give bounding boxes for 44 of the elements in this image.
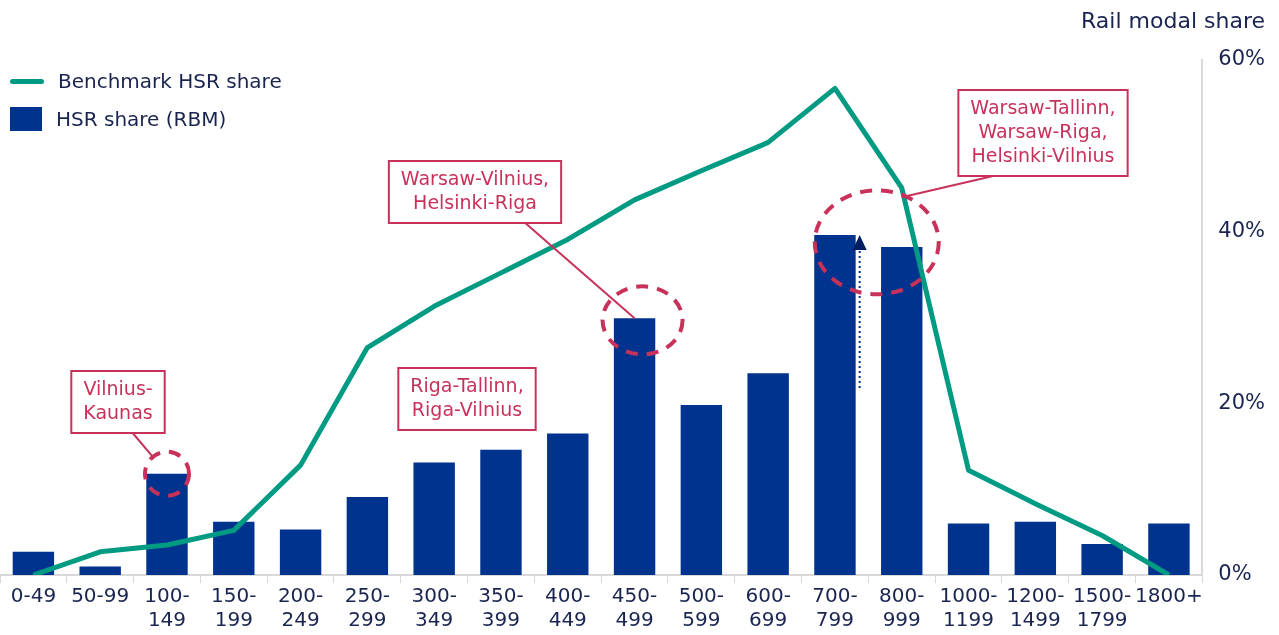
x-tick-label: 450-499	[611, 583, 658, 632]
x-tick-label: 0-49	[10, 583, 57, 608]
bar	[814, 235, 856, 575]
bar	[1014, 521, 1057, 575]
y-tick-label: 20%	[1218, 389, 1266, 414]
annotation: Warsaw-Tallinn, Warsaw-Riga, Helsinki-Vilnius	[970, 95, 1116, 166]
x-tick-label: 150-199	[211, 583, 257, 632]
x-tick-label: 400-449	[545, 583, 591, 632]
annotation: Vilnius-Kaunas	[83, 376, 153, 423]
bar	[1081, 544, 1123, 575]
bar	[279, 529, 322, 575]
y-tick-label: 0%	[1218, 561, 1252, 586]
x-tick-label: 200-249	[277, 583, 324, 632]
x-tick-label: 1000-1199	[939, 583, 998, 632]
x-tick-label: 1200-1499	[1006, 583, 1065, 632]
y-tick-label: 60%	[1218, 46, 1266, 71]
bar	[1148, 523, 1190, 575]
bar	[346, 496, 389, 575]
bar	[79, 566, 121, 575]
x-tick-label: 1500-1799	[1073, 583, 1132, 632]
x-tick-label: 1800+	[1135, 583, 1203, 608]
legend-label: HSR share (RBM)	[56, 107, 227, 131]
x-tick-label: 100-149	[144, 583, 190, 632]
legend-label: Benchmark HSR share	[58, 69, 282, 93]
bar	[480, 449, 522, 575]
bar	[680, 405, 723, 575]
bar	[213, 521, 255, 575]
bar	[547, 433, 589, 575]
bar	[947, 523, 990, 575]
y-axis-title: Rail modal share	[1081, 8, 1265, 33]
x-tick-label: 250-299	[344, 583, 391, 632]
x-tick-label: 500-599	[678, 583, 725, 632]
x-tick-label: 700-799	[812, 583, 858, 632]
bar	[413, 462, 455, 575]
x-tick-label: 300-349	[411, 583, 457, 632]
y-tick-label: 40%	[1218, 218, 1266, 243]
annotation: Warsaw-Vilnius, Helsinki-Riga	[400, 166, 550, 213]
x-tick-label: 800-999	[879, 583, 925, 632]
annotation: Riga-Tallinn, Riga-Vilnius	[410, 373, 524, 420]
x-tick-label: 350-399	[478, 583, 524, 632]
bar	[881, 247, 923, 575]
x-tick-label: 600-699	[745, 583, 791, 632]
x-tick-label: 50-99	[71, 583, 130, 608]
bar	[747, 373, 789, 575]
